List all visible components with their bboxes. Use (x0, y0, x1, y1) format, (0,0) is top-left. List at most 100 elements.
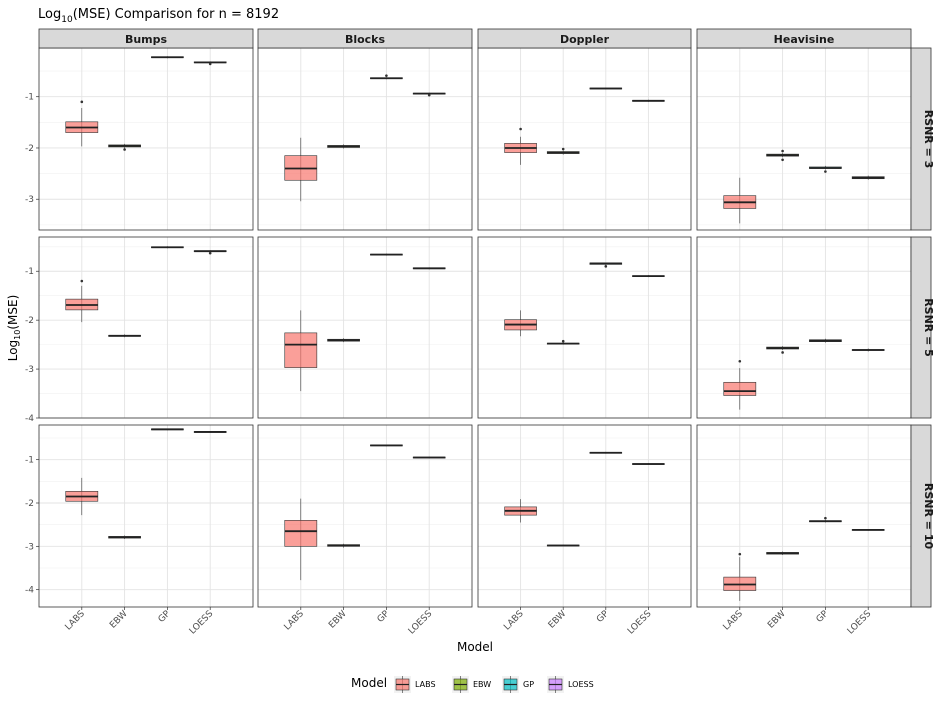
facet-panel (39, 48, 253, 230)
panel-boxes (723, 516, 885, 601)
box-ebw (546, 339, 580, 345)
box-outlier (427, 93, 431, 97)
box-loess (851, 348, 885, 352)
box-ebw (766, 551, 799, 555)
panel-boxes (284, 74, 446, 202)
x-tick-label: GP (595, 609, 611, 625)
box-ebw (327, 543, 360, 548)
panel-boxes (65, 428, 227, 539)
legend-key (452, 676, 469, 693)
x-tick-label: EBW (547, 609, 569, 631)
box-outlier (561, 147, 565, 151)
panel-background (697, 425, 911, 607)
figure-caption (60, 686, 880, 726)
box-outlier (738, 359, 742, 363)
box-loess (412, 456, 446, 459)
box-gp (809, 165, 842, 173)
legend-label: LABS (415, 680, 436, 689)
box-body (723, 381, 757, 396)
box-labs (504, 310, 537, 337)
box-ebw (546, 544, 580, 547)
y-tick-label: -4 (25, 586, 34, 596)
box-body (284, 520, 318, 547)
box-loess (632, 99, 665, 102)
box-labs (723, 177, 757, 224)
box-gp (151, 428, 184, 431)
box-outlier (604, 265, 608, 268)
box-outlier (781, 158, 784, 162)
box-labs (65, 477, 99, 516)
y-tick-label: -3 (25, 542, 34, 552)
box-labs (284, 498, 318, 581)
y-tick-label: -3 (25, 365, 34, 375)
facet-panel (478, 425, 691, 607)
facet-strip-row (910, 424, 932, 608)
x-tick-label: EBW (108, 609, 130, 631)
panel-boxes (65, 246, 227, 338)
facet-panel (478, 48, 691, 230)
box-outlier (824, 170, 827, 173)
x-tick-label: GP (815, 609, 831, 625)
box-labs (504, 127, 537, 165)
box-outlier (208, 251, 212, 255)
x-axis-ticks: LABS EBW GP LOESS LABS EBW GP LOESS LABS EBW GP LOE… (64, 607, 874, 637)
facet-strip-col (257, 28, 473, 49)
facet-strip-row (910, 236, 932, 419)
box-outlier (519, 127, 522, 131)
panel-boxes (284, 253, 446, 392)
box-labs (723, 359, 757, 410)
box-gp (370, 444, 403, 447)
box-loess (632, 463, 665, 465)
box-outlier (781, 149, 784, 153)
box-ebw (327, 144, 360, 149)
panel-border (477, 424, 692, 608)
facet-label-col: Doppler (560, 33, 610, 46)
box-labs (504, 499, 537, 523)
x-tick-label: GP (376, 609, 392, 625)
box-outlier (738, 552, 742, 556)
box-outlier (781, 351, 784, 354)
facet-panel (258, 48, 472, 230)
legend-title: Model (351, 676, 387, 690)
facet-label-row: RSNR = 10 (922, 483, 935, 550)
y-tick-label: -1 (25, 267, 34, 277)
panel-background (258, 237, 472, 418)
box-ebw (108, 334, 141, 338)
panel-background (258, 425, 472, 607)
panel-border (38, 424, 254, 608)
box-loess (851, 528, 885, 531)
facet-label-row: RSNR = 3 (922, 110, 935, 169)
box-ebw (766, 346, 799, 354)
box-outlier (80, 279, 84, 283)
box-gp (589, 262, 623, 268)
box-ebw (108, 535, 141, 539)
box-outlier (824, 516, 827, 520)
box-body (284, 332, 318, 368)
box-outlier (123, 148, 126, 151)
facet-label-col: Bumps (125, 33, 168, 46)
panel-boxes (723, 149, 885, 224)
box-loess (632, 275, 665, 278)
box-labs (65, 279, 99, 323)
box-outlier (385, 74, 388, 77)
facet-label-col: Heavisine (774, 33, 835, 46)
y-axis-title: Log10(MSE) (6, 295, 22, 362)
y-tick-label: -1 (25, 456, 34, 466)
panel-boxes (504, 451, 665, 547)
facet-strip-col (477, 28, 692, 49)
y-tick-label: -2 (25, 316, 34, 326)
panel-boxes (284, 444, 446, 581)
facet-panel (697, 425, 911, 607)
y-tick-label: -1 (25, 93, 34, 103)
box-gp (589, 451, 623, 454)
x-tick-label: LOESS (188, 609, 216, 637)
panel-background (39, 425, 253, 607)
box-gp (809, 516, 842, 523)
box-gp (370, 253, 403, 256)
panel-border (477, 236, 692, 419)
box-labs (284, 310, 318, 392)
panel-boxes (504, 262, 665, 345)
x-tick-label: LOESS (407, 609, 435, 637)
panel-background (478, 48, 691, 230)
box-outlier (80, 100, 84, 104)
